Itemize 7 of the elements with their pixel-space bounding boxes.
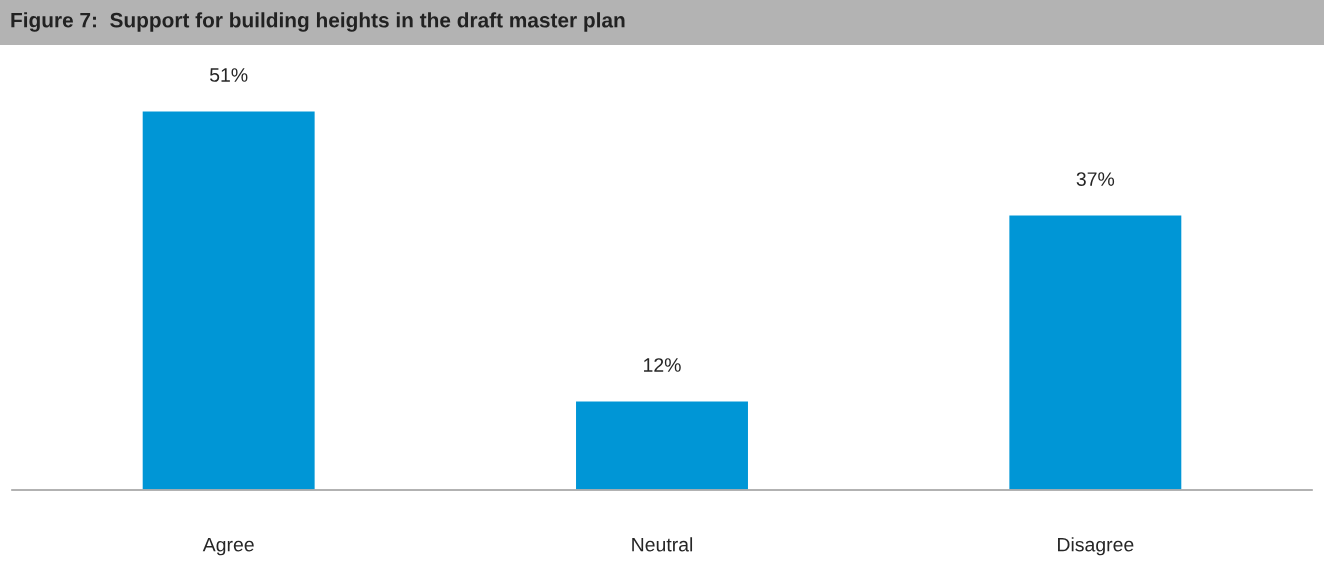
x-tick-label: Disagree	[1058, 537, 1134, 556]
x-tick-label: Neutral	[632, 537, 693, 552]
chart-title: Figure 7: Support for building heights in the draft master plan	[11, 12, 625, 32]
x-tick-label: Agree	[202, 537, 254, 556]
data-label: 51%	[209, 68, 248, 82]
data-label: 12%	[644, 358, 681, 372]
data-label: 37%	[1076, 172, 1115, 186]
